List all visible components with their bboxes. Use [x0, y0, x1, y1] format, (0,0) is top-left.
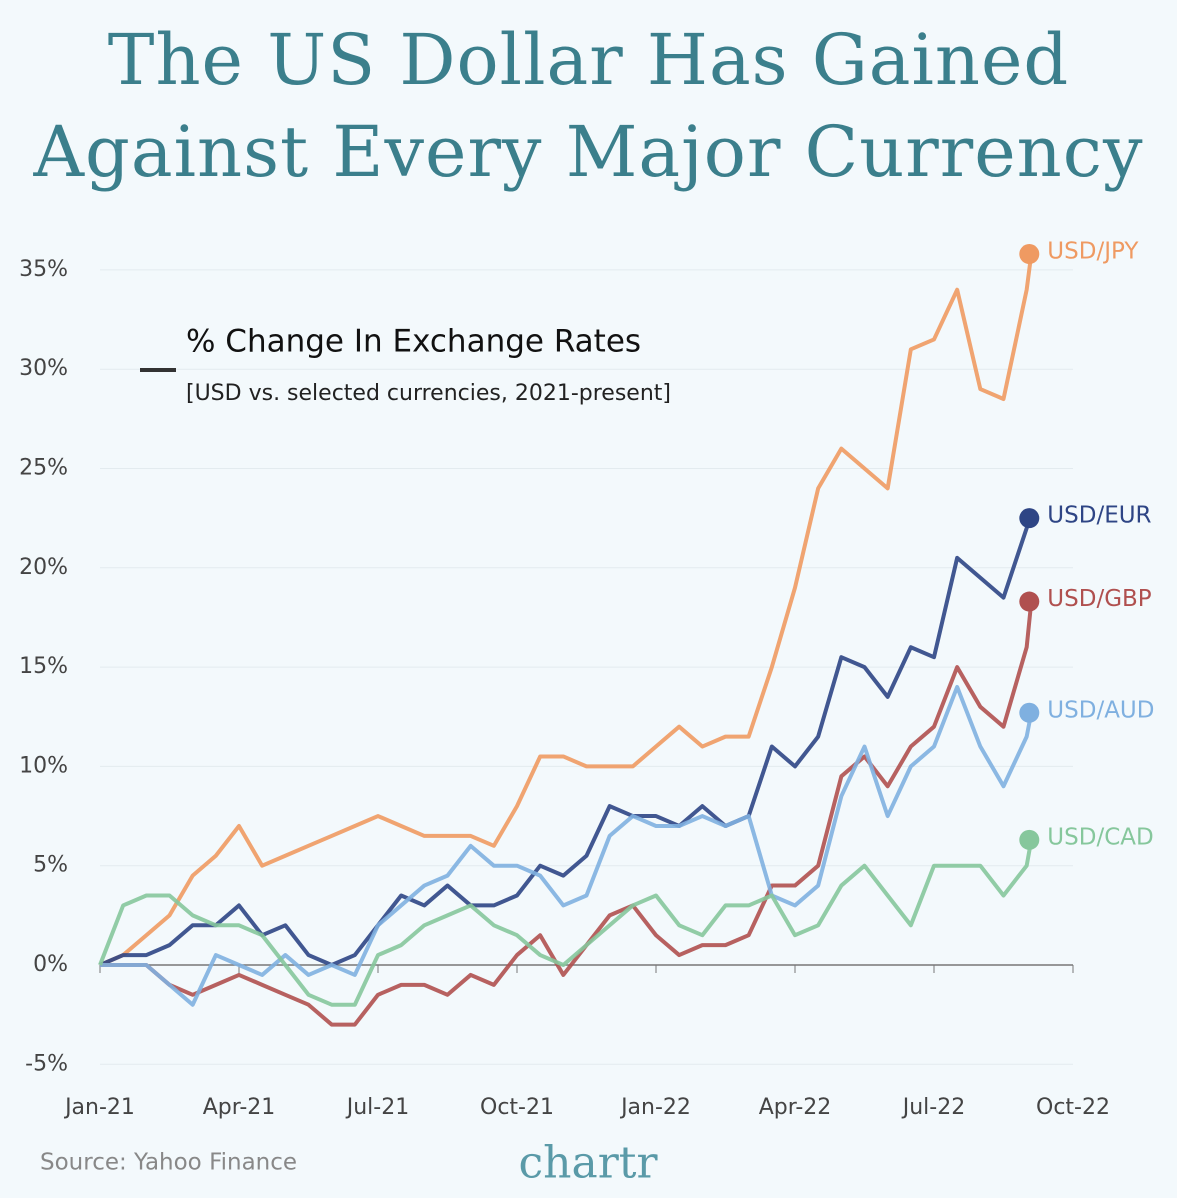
series-line [100, 601, 1034, 1027]
x-tick-label: Oct-22 [1036, 1095, 1110, 1120]
x-tick-label: Apr-21 [203, 1095, 276, 1120]
y-tick-label: 10% [19, 753, 68, 778]
series-line [100, 684, 1034, 1007]
y-tick-label: 35% [19, 257, 68, 282]
end-dot [1019, 508, 1040, 529]
series-label: USD/AUD [1047, 697, 1154, 723]
end-dot [1019, 244, 1040, 265]
logo: chartr [519, 1138, 659, 1189]
y-tick-label: 15% [19, 654, 68, 679]
series-line [99, 253, 1034, 967]
legend-title: % Change In Exchange Rates [186, 324, 641, 360]
plot: -5% 0% 5% 10% 15% 20% 25% 30% 35% Jan-21 Apr-21 Jul… [19, 239, 1154, 1120]
subtitle: [USD vs. selected currencies, 2021-prese… [186, 381, 671, 406]
y-tick-label: 20% [19, 555, 68, 580]
x-tick-label: Jan-22 [619, 1095, 691, 1120]
series-label: USD/EUR [1047, 503, 1151, 529]
chart-title: The US Dollar Has Gained Against Every M… [33, 19, 1144, 193]
series-line [99, 517, 1034, 967]
y-tick-label: 30% [19, 356, 68, 381]
series-label: USD/GBP [1047, 586, 1151, 612]
series-label: USD/JPY [1047, 239, 1139, 265]
end-dot [1019, 591, 1040, 612]
x-tick-label: Jul-21 [345, 1095, 409, 1120]
y-tick-label: 0% [33, 952, 68, 977]
x-tick-label: Jul-22 [901, 1095, 965, 1120]
x-tick-label: Oct-21 [480, 1095, 554, 1120]
end-dot [1019, 702, 1040, 723]
series-line [98, 839, 1034, 1007]
series-label: USD/CAD [1047, 824, 1153, 850]
source: Source: Yahoo Finance [40, 1150, 297, 1176]
x-tick-label: Jan-21 [63, 1095, 135, 1120]
x-tick-label: Apr-22 [759, 1095, 832, 1120]
y-tick-label: 5% [33, 853, 68, 878]
end-dot [1019, 829, 1040, 850]
y-tick-label: -5% [25, 1051, 68, 1076]
y-tick-label: 25% [19, 456, 68, 481]
